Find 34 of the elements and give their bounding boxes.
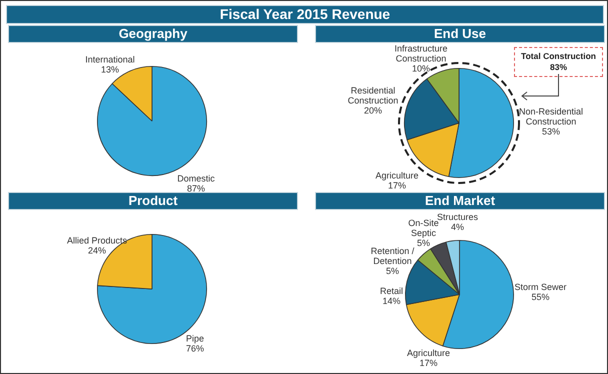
data-label: 10% [412,63,430,74]
data-label: 13% [100,64,120,74]
slice-label: Non-Residential Construction [518,106,584,126]
text: Fiscal Year 2015 Revenue [6,5,604,24]
slice-label: On-Site Septic [408,218,439,238]
slice-label: Retention / Detention [370,246,415,266]
data-label: 87% [186,183,206,194]
slice-label: Structures [436,212,479,222]
slice-label: Domestic [177,173,216,184]
data-label: 17% [419,358,438,368]
data-label: 55% [531,292,550,302]
slice-label: Residential Construction [348,85,398,106]
slice-label: Allied Products [66,235,128,246]
chart-title: Product [8,192,298,210]
text: Total Construction 83% [514,47,603,77]
chart-title: Geography [8,25,298,43]
chart-title: End Use [315,25,605,43]
data-label: 17% [388,180,406,190]
data-label: 14% [382,296,401,306]
data-label: 76% [186,343,204,354]
slice-label: Pipe [186,333,204,344]
data-label: 5% [386,266,400,276]
data-label: 24% [88,245,106,256]
data-label: 5% [416,238,430,248]
slice-label: Infrastructure Construction [394,43,448,64]
slice-label: Agriculture [406,348,450,358]
slice-label: International [85,54,135,64]
slice-label: Storm Sewer [514,282,567,292]
data-label: 4% [450,222,464,232]
slice-label: Agriculture [375,170,419,180]
data-label: 53% [542,126,560,136]
slice-label: Retail [380,286,404,296]
data-label: 20% [364,105,382,116]
chart-title: End Market [315,192,605,210]
